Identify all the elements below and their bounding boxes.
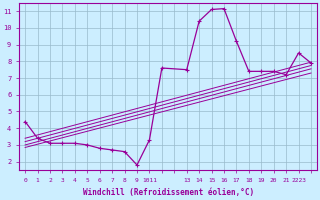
X-axis label: Windchill (Refroidissement éolien,°C): Windchill (Refroidissement éolien,°C) (83, 188, 254, 197)
